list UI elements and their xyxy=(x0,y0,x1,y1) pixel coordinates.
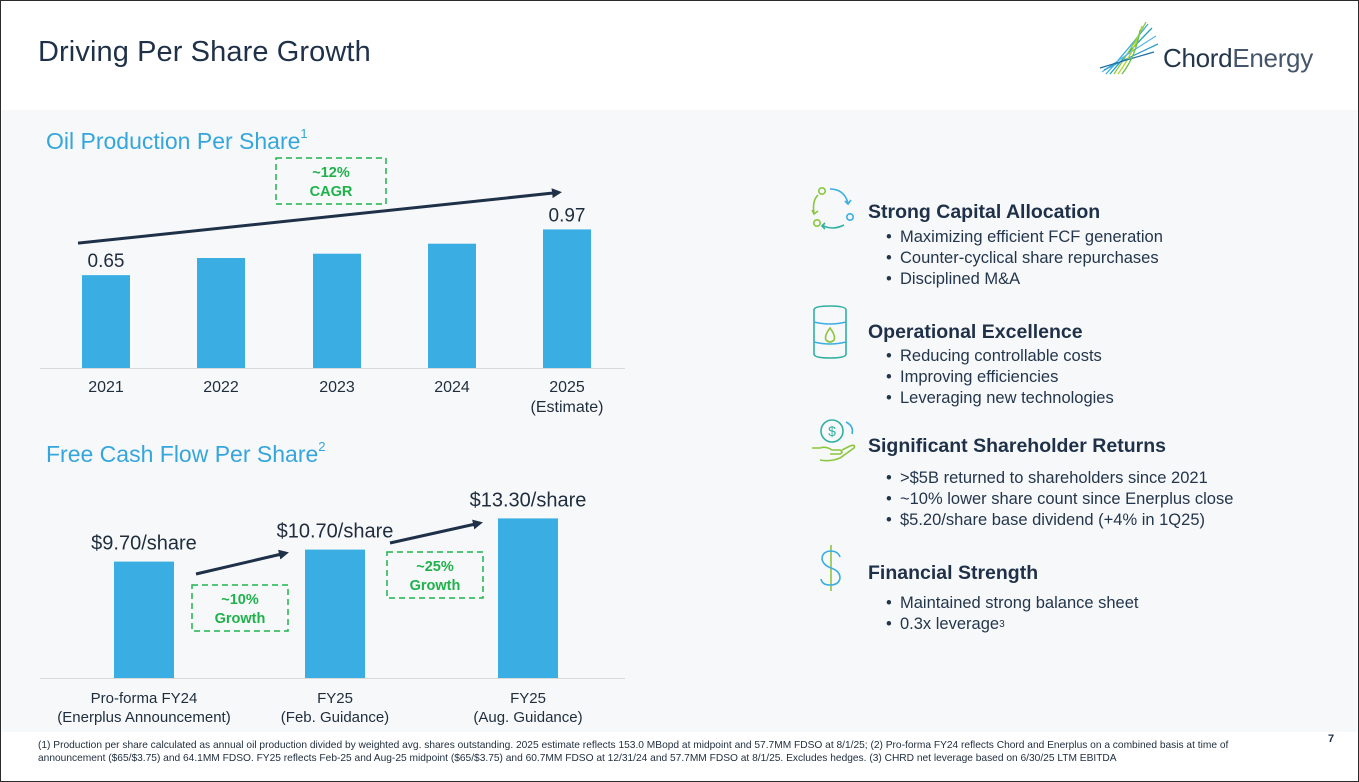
pillar-bullets: Reducing controllable costs Improving ef… xyxy=(886,346,1114,409)
logo-name-light: Energy xyxy=(1232,43,1313,73)
fcf-chart-title-footnote: 2 xyxy=(318,439,326,454)
bullet-item: >$5B returned to shareholders since 2021 xyxy=(886,468,1233,489)
bullet-item: ~10% lower share count since Enerplus cl… xyxy=(886,489,1233,510)
chord-energy-logo xyxy=(1099,22,1159,75)
fcf-growth-annotation-2-box xyxy=(386,551,484,599)
oil-tick-label-2023: 2023 xyxy=(319,379,355,396)
oil-bar-2025 xyxy=(543,229,591,368)
page-title: Driving Per Share Growth xyxy=(38,36,371,68)
bullet-item: Reducing controllable costs xyxy=(886,346,1114,367)
oil-tick-label-2025: 2025 xyxy=(549,379,585,396)
bullet-item: Maintained strong balance sheet xyxy=(886,593,1139,614)
cycle-arrows-icon xyxy=(811,186,854,230)
bullet-footnote: 3 xyxy=(999,619,1005,630)
pillar-bullets: >$5B returned to shareholders since 2021… xyxy=(886,468,1233,531)
bullet-item: Counter-cyclical share repurchases xyxy=(886,248,1163,269)
bullet-item: Disciplined M&A xyxy=(886,269,1163,290)
fcf-growth-arrow-2 xyxy=(389,519,483,545)
fcf-chart-title: Free Cash Flow Per Share2 xyxy=(46,439,326,468)
fcf-chart-title-text: Free Cash Flow Per Share xyxy=(46,441,319,467)
oil-data-label-2025: 0.97 xyxy=(549,205,586,226)
hand-dollar-icon: $ xyxy=(812,419,856,462)
oil-data-label-2021: 0.65 xyxy=(88,251,125,272)
fcf-data-label-0: $9.70/share xyxy=(91,533,197,555)
fcf-growth-annotation-1-box xyxy=(191,584,289,632)
oil-tick-label-2021: 2021 xyxy=(88,379,124,396)
fcf-tick-sublabel-0: (Enerplus Announcement) xyxy=(57,709,230,726)
fcf-bar-1 xyxy=(305,549,365,678)
pillar-heading: Significant Shareholder Returns xyxy=(868,435,1166,457)
footnote: (1) Production per share calculated as a… xyxy=(38,740,1229,764)
bullet-item: Improving efficiencies xyxy=(886,367,1114,388)
oil-tick-label-2022: 2022 xyxy=(203,379,239,396)
fcf-bar-0 xyxy=(114,561,174,678)
oil-bar-2023 xyxy=(313,253,361,368)
fcf-growth-arrow-1 xyxy=(195,549,289,576)
oil-barrel-icon xyxy=(813,305,847,359)
oil-tick-sublabel-2025: (Estimate) xyxy=(531,399,604,416)
oil-cagr-annotation-box xyxy=(275,157,387,205)
oil-bar-2024 xyxy=(428,243,476,368)
fcf-tick-label-2: FY25 xyxy=(510,690,546,707)
oil-chart-title-footnote: 1 xyxy=(300,126,308,141)
bullet-item: $5.20/share base dividend (+4% in 1Q25) xyxy=(886,510,1233,531)
fcf-growth-annotation-2-line1: ~25% xyxy=(416,559,454,575)
bullet-item: 0.3x leverage3 xyxy=(886,614,1139,635)
fcf-growth-annotation-2-line2: Growth xyxy=(410,578,461,594)
fcf-growth-annotation-1-line1: ~10% xyxy=(221,592,259,608)
oil-cagr-arrow xyxy=(77,188,562,245)
logo-name-bold: Chord xyxy=(1163,43,1233,73)
oil-chart-title-text: Oil Production Per Share xyxy=(46,128,301,154)
pillar-bullets: Maintained strong balance sheet 0.3x lev… xyxy=(886,593,1139,635)
bullet-text: 0.3x leverage xyxy=(900,615,1000,633)
pillar-bullets: Maximizing efficient FCF generation Coun… xyxy=(886,227,1163,290)
bullet-item: Leveraging new technologies xyxy=(886,388,1114,409)
oil-bar-2021 xyxy=(82,275,130,368)
fcf-tick-sublabel-2: (Aug. Guidance) xyxy=(473,709,582,726)
oil-chart-title: Oil Production Per Share1 xyxy=(46,126,308,155)
oil-tick-label-2024: 2024 xyxy=(434,379,470,396)
fcf-tick-label-0: Pro-forma FY24 xyxy=(91,690,198,707)
oil-cagr-annotation-line2: CAGR xyxy=(310,184,353,200)
bullet-item: Maximizing efficient FCF generation xyxy=(886,227,1163,248)
dollar-sign-icon xyxy=(820,545,841,591)
oil-bar-2022 xyxy=(197,258,245,368)
pillar-heading: Financial Strength xyxy=(868,562,1039,584)
svg-text:$: $ xyxy=(828,423,836,439)
pillar-heading: Operational Excellence xyxy=(868,321,1083,343)
page-number: 7 xyxy=(1328,733,1335,745)
fcf-bar-2 xyxy=(498,518,558,678)
fcf-data-label-1: $10.70/share xyxy=(277,521,394,543)
fcf-data-label-2: $13.30/share xyxy=(470,489,587,511)
charts-canvas: 0.65 2021 2022 2023 2024 0.97 2025 (Estimate) ~1… xyxy=(40,157,625,726)
fcf-tick-sublabel-1: (Feb. Guidance) xyxy=(281,709,389,726)
pillar-heading: Strong Capital Allocation xyxy=(868,201,1101,223)
fcf-tick-label-1: FY25 xyxy=(317,690,353,707)
logo-wordmark: ChordEnergy xyxy=(1163,43,1313,74)
fcf-growth-annotation-1-line2: Growth xyxy=(215,611,266,627)
oil-cagr-annotation-line1: ~12% xyxy=(312,165,350,181)
